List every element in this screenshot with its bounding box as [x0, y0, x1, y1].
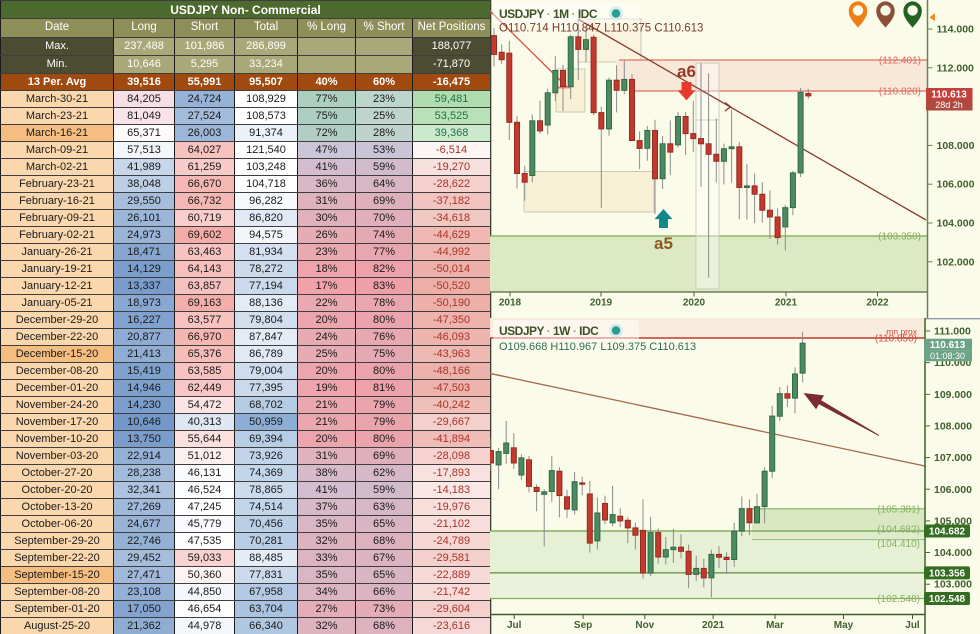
svg-text:Jul: Jul: [507, 620, 522, 631]
svg-text:110.613: 110.613: [930, 340, 966, 351]
svg-text:(112.401): (112.401): [879, 55, 921, 66]
svg-text:110.613: 110.613: [931, 90, 967, 101]
svg-text:102.000: 102.000: [937, 256, 975, 268]
svg-text:Mar: Mar: [766, 620, 784, 631]
svg-text:2019: 2019: [590, 298, 613, 309]
svg-text:(103.350): (103.350): [878, 231, 921, 242]
svg-text:112.000: 112.000: [937, 62, 975, 74]
svg-text:(110.820): (110.820): [879, 86, 921, 97]
svg-text:106.000: 106.000: [934, 484, 972, 496]
svg-text:104.682: 104.682: [929, 527, 966, 538]
svg-text:May: May: [834, 620, 854, 631]
svg-text:107.000: 107.000: [934, 452, 972, 464]
svg-text:mn prox: mn prox: [886, 327, 917, 337]
svg-text:USDJPY · 1M · IDC: USDJPY · 1M · IDC: [499, 7, 598, 21]
svg-text:2022: 2022: [866, 298, 889, 309]
svg-text:O109.668 H110.967 L109.375 C11: O109.668 H110.967 L109.375 C110.613: [499, 341, 696, 353]
svg-text:103.356: 103.356: [929, 568, 966, 579]
svg-text:USDJPY · 1W · IDC: USDJPY · 1W · IDC: [499, 324, 599, 338]
svg-text:114.000: 114.000: [937, 24, 975, 36]
svg-text:111.000: 111.000: [934, 326, 971, 338]
svg-text:(110.850): (110.850): [875, 334, 917, 345]
svg-text:2020: 2020: [683, 298, 706, 309]
svg-text:104.000: 104.000: [937, 218, 975, 230]
svg-text:a5: a5: [654, 234, 673, 253]
svg-text:108.000: 108.000: [937, 140, 975, 152]
svg-text:Nov: Nov: [635, 620, 654, 631]
svg-text:Sep: Sep: [574, 620, 592, 631]
svg-text:103.000: 103.000: [934, 579, 972, 591]
svg-text:106.000: 106.000: [937, 179, 975, 191]
svg-text:(104.682): (104.682): [877, 525, 920, 536]
svg-text:2021: 2021: [775, 298, 798, 309]
svg-text:01:08:30: 01:08:30: [930, 351, 965, 361]
svg-text:a6: a6: [677, 62, 696, 81]
svg-text:(105.381): (105.381): [877, 504, 920, 515]
svg-text:109.000: 109.000: [934, 389, 972, 401]
svg-text:105.000: 105.000: [934, 515, 972, 527]
svg-text:O110.714 H110.847 L110.375 C11: O110.714 H110.847 L110.375 C110.613: [499, 23, 703, 35]
svg-text:2021: 2021: [702, 620, 725, 631]
svg-text:104.000: 104.000: [934, 547, 972, 559]
svg-text:108.000: 108.000: [934, 420, 972, 432]
svg-text:2018: 2018: [499, 298, 522, 309]
svg-text:28d 2h: 28d 2h: [935, 100, 963, 110]
svg-text:Jul: Jul: [905, 620, 920, 631]
svg-text:(104.410): (104.410): [877, 539, 920, 550]
svg-text:(102.548): (102.548): [877, 594, 920, 605]
svg-text:102.548: 102.548: [929, 594, 966, 605]
